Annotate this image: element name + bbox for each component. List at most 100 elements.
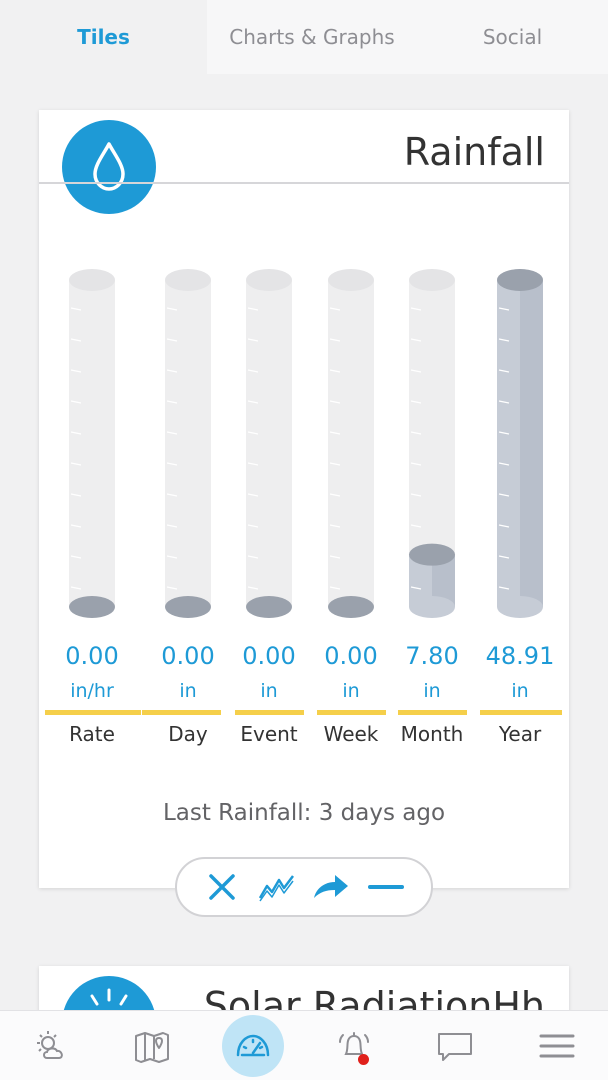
gauge-tick [498, 307, 510, 311]
gauge-tick [70, 307, 82, 311]
gauge-base [328, 596, 374, 618]
gauge-underline [235, 710, 304, 715]
gauge-tick [329, 555, 341, 559]
rainfall-card: Rainfall Last Rainfall: 3 days ago 0.00 i… [39, 110, 569, 888]
dashboard-gauge-icon[interactable] [222, 1014, 285, 1077]
gauge-value: 7.80 [405, 642, 459, 670]
gauge-tick [247, 400, 259, 404]
gauge-tick [410, 493, 422, 497]
gauge-tick [498, 586, 510, 590]
gauge-base [246, 596, 292, 618]
gauge-tick [166, 462, 178, 466]
gauge-tick [70, 462, 82, 466]
gauge-value: 0.00 [242, 642, 296, 670]
gauge-fill-top [409, 543, 455, 566]
gauge-tick [247, 524, 259, 528]
gauge-tick [498, 462, 510, 466]
gauge-tube-top [165, 269, 211, 291]
share-arrow-icon[interactable] [309, 865, 353, 909]
card-toolbar [175, 857, 433, 917]
gauge-tick [70, 338, 82, 342]
gauge-value: 48.91 [485, 642, 555, 670]
gauge-tube-event [246, 280, 292, 607]
divider [39, 182, 569, 184]
gauge-value: 0.00 [161, 642, 215, 670]
line-chart-icon[interactable] [255, 865, 299, 909]
gauge-tick [329, 586, 341, 590]
gauge-tube-day [165, 280, 211, 607]
gauge-tick [410, 307, 422, 311]
gauge-tick [70, 369, 82, 373]
gauge-tick [70, 586, 82, 590]
tab-social[interactable]: Social [417, 0, 608, 74]
gauge-tick [329, 462, 341, 466]
gauge-underline [142, 710, 221, 715]
tab-tiles[interactable]: Tiles [0, 0, 207, 74]
gauge-unit: in/hr [70, 680, 114, 702]
gauge-tick [247, 338, 259, 342]
gauge-tick [498, 369, 510, 373]
tab-bar: Tiles Charts & Graphs Social [0, 0, 608, 74]
gauge-tick [410, 400, 422, 404]
gauge-tick [247, 431, 259, 435]
gauge-tick [166, 307, 178, 311]
gauge-tick [410, 431, 422, 435]
gauge-tick [247, 307, 259, 311]
gauge-underline [317, 710, 386, 715]
gauge-tube-rate [69, 280, 115, 607]
map-pin-icon[interactable] [120, 1014, 184, 1078]
gauge-label: Event [240, 722, 298, 746]
gauge-tick [498, 400, 510, 404]
gauge-tick [166, 493, 178, 497]
gauge-underline [45, 710, 141, 715]
gauge-tube-top [328, 269, 374, 291]
gauge-fill-shade [432, 554, 455, 607]
gauge-tick [329, 307, 341, 311]
gauge-fill-top [497, 269, 543, 291]
gauge-tick [329, 338, 341, 342]
alert-bell-icon[interactable] [322, 1014, 386, 1078]
gauge-value: 0.00 [65, 642, 119, 670]
weather-sun-cloud-icon[interactable] [19, 1014, 83, 1078]
gauge-fill-shade [520, 280, 543, 607]
rain-gauges [39, 260, 569, 630]
gauge-unit: in [260, 680, 278, 702]
minimize-icon[interactable] [364, 865, 408, 909]
gauge-tick [70, 493, 82, 497]
gauge-tube-top [69, 269, 115, 291]
menu-icon[interactable] [525, 1014, 589, 1078]
card-title: Rainfall [403, 130, 545, 174]
gauge-tick [70, 555, 82, 559]
gauge-base [497, 596, 543, 618]
gauge-tick [70, 400, 82, 404]
gauge-label: Year [498, 722, 542, 746]
close-icon[interactable] [200, 865, 244, 909]
gauge-label: Week [323, 722, 379, 746]
water-drop-icon [62, 120, 156, 214]
gauge-tick [329, 524, 341, 528]
gauge-unit: in [511, 680, 529, 702]
gauge-tick [410, 462, 422, 466]
gauge-tick [166, 555, 178, 559]
gauge-base [165, 596, 211, 618]
last-rainfall-text: Last Rainfall: 3 days ago [162, 800, 446, 826]
tab-charts-graphs[interactable]: Charts & Graphs [207, 0, 417, 74]
gauge-tick [247, 555, 259, 559]
chat-bubble-icon[interactable] [423, 1014, 487, 1078]
gauge-tick [329, 400, 341, 404]
gauge-tick [410, 338, 422, 342]
gauge-tube-week [328, 280, 374, 607]
gauge-tick [166, 400, 178, 404]
gauge-unit: in [179, 680, 197, 702]
gauge-tick [166, 338, 178, 342]
gauge-underline [398, 710, 467, 715]
gauge-tick [247, 369, 259, 373]
gauge-tick [498, 493, 510, 497]
gauge-tick [166, 586, 178, 590]
gauge-label: Rate [69, 722, 115, 746]
gauge-tick [410, 586, 422, 590]
gauge-tick [166, 524, 178, 528]
gauge-base [409, 596, 455, 618]
gauge-tick [410, 369, 422, 373]
gauge-tick [498, 431, 510, 435]
